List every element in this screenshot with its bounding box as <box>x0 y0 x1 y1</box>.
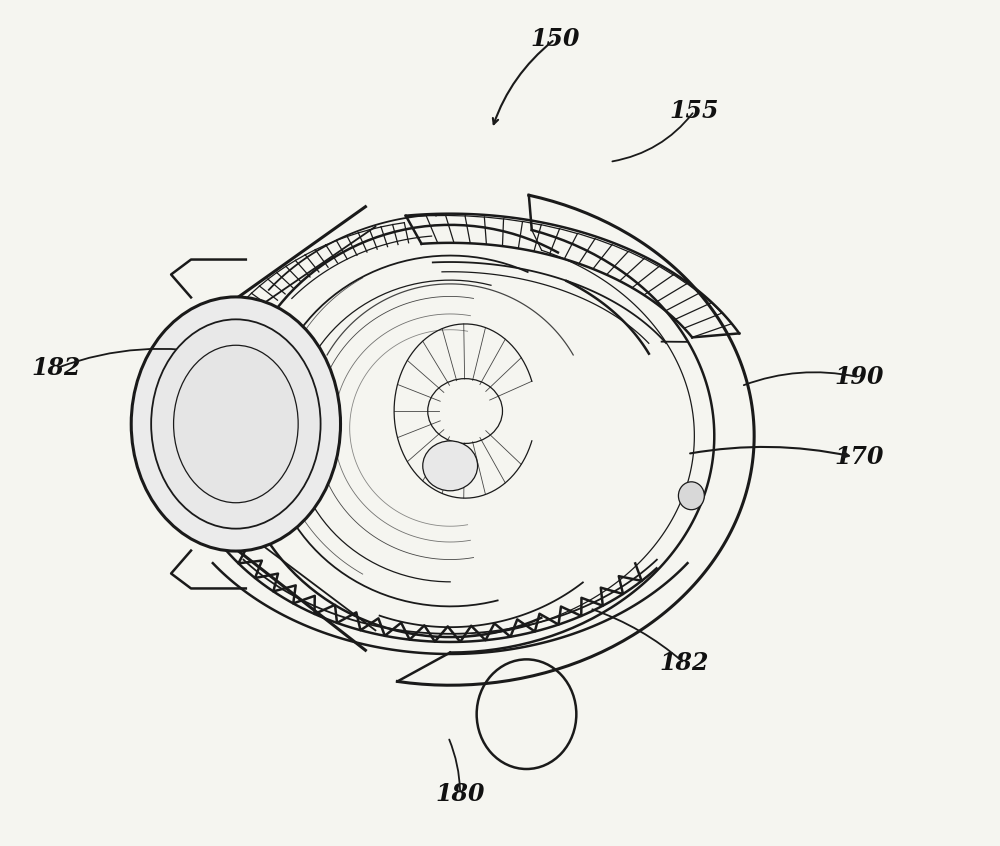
Ellipse shape <box>423 441 478 491</box>
Ellipse shape <box>151 319 321 529</box>
Text: 150: 150 <box>530 27 580 52</box>
Ellipse shape <box>174 345 298 503</box>
Ellipse shape <box>678 482 704 509</box>
Text: 182: 182 <box>32 356 81 380</box>
Text: 170: 170 <box>834 445 884 469</box>
Text: 180: 180 <box>435 782 485 806</box>
Text: 155: 155 <box>670 99 719 123</box>
Ellipse shape <box>131 297 341 551</box>
Text: 182: 182 <box>660 651 709 675</box>
Text: 190: 190 <box>834 365 884 388</box>
